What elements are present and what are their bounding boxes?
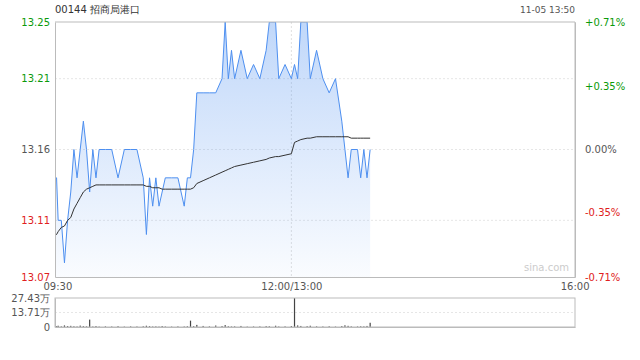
tick: +0.35% [575,81,625,92]
tick: 13.21 [21,73,55,84]
volume-bar [370,323,371,327]
tick: 27.43万 [11,293,55,304]
axis-line [575,23,576,278]
axis-line [55,23,56,278]
tick-label: 13.11 [21,215,50,226]
tick: 13.25 [21,17,55,28]
subtitle: 11-05 13:50 [520,5,575,15]
tick-label: 13.21 [21,73,50,84]
average-line [55,137,370,235]
frame [575,22,576,277]
tick: 13.11 [21,215,55,226]
y2-axis: -0.71% -0.35% 0.00% +0.35% +0.71% [575,17,625,283]
tick-label: +0.35% [585,81,625,92]
volume-bar [190,321,191,327]
tick-label: 13.16 [21,144,50,155]
tick: 09:30 [44,277,73,292]
watermark: sina.com [524,262,569,273]
volume-bars [55,298,371,327]
volume-bar [294,298,295,327]
tick: 16:00 [561,277,590,292]
tick-label: 27.43万 [11,293,50,304]
tick: 0 [44,322,55,333]
y-axis: 13.0713.1113.1613.2113.25 [21,17,55,283]
grid-line [55,312,575,313]
tick: 13.16 [21,144,55,155]
tick: 0.00% [575,144,617,155]
tick: -0.35% [575,207,620,218]
tick-label: 13.71万 [11,307,50,318]
tick-label: 09:30 [44,281,73,292]
price-line [55,22,370,263]
tick-label: 12:00/13:00 [261,281,322,292]
tick-label: 16:00 [561,281,590,292]
tick-label: 13.25 [21,17,50,28]
plot-area [55,22,370,277]
volume-y-axis: 0 13.71万 27.43万 [11,293,55,333]
tick: 12:00/13:00 [261,277,322,292]
title: 00144 招商局港口 [55,4,140,15]
tick: 13.71万 [11,307,55,318]
tick-label: 0.00% [585,144,617,155]
chart: 00144 招商局港口11-05 13:5013.0713.1113.1613.… [0,0,640,360]
volume-bar [89,320,90,327]
x-axis: 09:30 12:00/13:00 16:00 [44,277,590,292]
price-area [55,22,370,277]
tick-label: 0 [44,322,50,333]
frame [55,22,575,23]
grid [55,22,575,277]
tick-label: -0.71% [585,272,620,283]
tick-label: +0.71% [585,17,625,28]
axis-line [56,277,576,278]
tick-label: -0.35% [585,207,620,218]
frame [55,298,575,327]
tick: +0.71% [575,17,625,28]
